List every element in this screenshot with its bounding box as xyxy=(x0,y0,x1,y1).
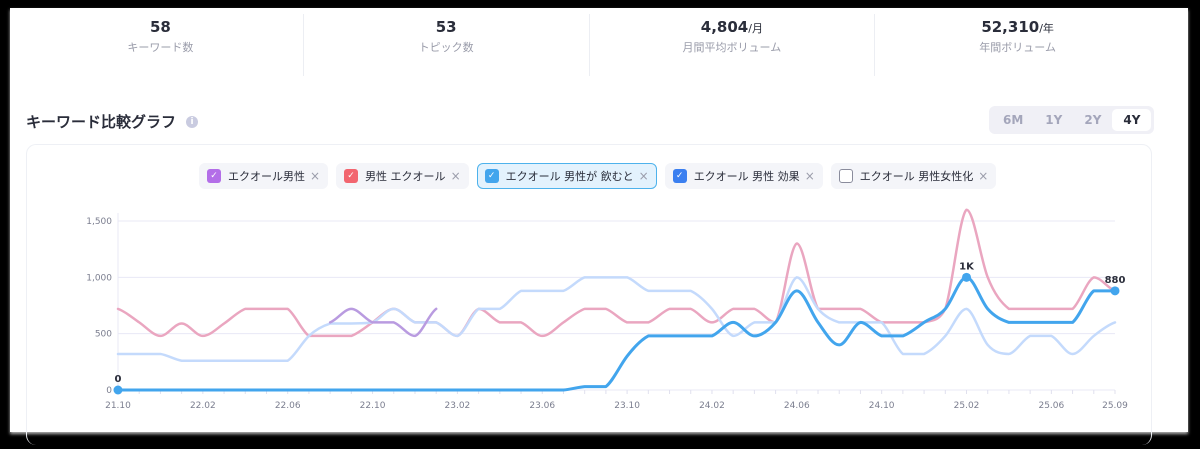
x-tick-label: 25.02 xyxy=(954,401,980,411)
stat-unit: /年 xyxy=(1039,22,1054,35)
y-tick-label: 1,000 xyxy=(86,273,112,283)
checkbox-checked-icon[interactable]: ✓ xyxy=(672,169,687,183)
x-tick-label: 23.10 xyxy=(614,401,640,411)
info-icon[interactable]: i xyxy=(186,115,199,128)
x-tick-label: 24.06 xyxy=(784,401,810,411)
x-tick-label: 24.02 xyxy=(699,401,725,411)
chart-title: キーワード比較グラフ xyxy=(26,113,177,131)
data-point[interactable] xyxy=(1110,286,1120,296)
x-tick-label: 25.09 xyxy=(1102,401,1128,411)
legend-label: エクオール男性 xyxy=(228,170,305,183)
series-line[interactable] xyxy=(116,208,1117,338)
chart-card xyxy=(26,144,1152,445)
y-tick-label: 500 xyxy=(95,330,112,340)
series-line[interactable] xyxy=(116,276,1117,362)
close-icon[interactable]: × xyxy=(450,169,461,183)
data-point-label: 0 xyxy=(115,374,122,385)
series-line[interactable] xyxy=(328,307,438,338)
checkbox-checked-icon[interactable]: ✓ xyxy=(207,169,221,183)
stat-topics: 53 トピック数 xyxy=(304,14,590,76)
tab-4y[interactable]: 4Y xyxy=(1112,109,1152,131)
legend-label: エクオール 男性 効果 xyxy=(693,170,800,183)
stats-bar: 58 キーワード数 53 トピック数 4,804/月 月間平均ボリューム 52,… xyxy=(18,14,1160,76)
y-tick-label: 1,500 xyxy=(86,217,112,227)
checkbox-unchecked-icon[interactable] xyxy=(838,169,853,183)
stat-unit: /月 xyxy=(748,22,763,35)
data-point-label: 1K xyxy=(959,261,975,272)
stat-keywords: 58 キーワード数 xyxy=(18,14,304,76)
close-icon[interactable]: × xyxy=(638,169,649,183)
stat-monthly-volume: 4,804/月 月間平均ボリューム xyxy=(590,14,876,76)
close-icon[interactable]: × xyxy=(310,169,321,183)
legend-chip-equol-men-feminization[interactable]: エクオール 男性女性化 × xyxy=(830,163,997,189)
legend-label: 男性 エクオール xyxy=(365,170,446,183)
x-tick-label: 23.06 xyxy=(529,401,555,411)
data-point[interactable] xyxy=(962,272,972,282)
x-tick-label: 21.10 xyxy=(105,401,131,411)
close-icon[interactable]: × xyxy=(804,169,815,183)
x-tick-label: 25.06 xyxy=(1038,401,1064,411)
x-tick-label: 22.06 xyxy=(275,401,301,411)
legend-chip-equol-men-drinking[interactable]: ✓ エクオール 男性が 飲むと × xyxy=(476,163,657,189)
x-tick-label: 24.10 xyxy=(869,401,895,411)
stat-value: 53 xyxy=(435,18,457,36)
legend-chip-men-equol[interactable]: ✓ 男性 エクオール × xyxy=(336,163,469,189)
close-icon[interactable]: × xyxy=(978,169,989,183)
tab-1y[interactable]: 1Y xyxy=(1045,113,1063,127)
checkbox-checked-icon[interactable]: ✓ xyxy=(484,169,499,183)
y-tick-label: 0 xyxy=(106,386,112,396)
data-point-label: 880 xyxy=(1105,275,1126,286)
legend-chip-equol-men[interactable]: ✓ エクオール男性 × xyxy=(199,163,329,189)
data-point[interactable] xyxy=(113,385,123,395)
stat-yearly-volume: 52,310/年 年間ボリューム xyxy=(875,14,1160,76)
tab-2y[interactable]: 2Y xyxy=(1084,113,1102,127)
series-line[interactable] xyxy=(116,275,1117,392)
stat-value: 52,310 xyxy=(981,18,1040,36)
legend-label: エクオール 男性女性化 xyxy=(859,170,974,183)
chart-legend: ✓ エクオール男性 × ✓ 男性 エクオール × ✓ エクオール 男性が 飲むと… xyxy=(199,163,997,189)
tab-6m[interactable]: 6M xyxy=(1003,113,1024,127)
stat-label: トピック数 xyxy=(418,41,474,54)
checkbox-checked-icon[interactable]: ✓ xyxy=(344,169,359,183)
stat-value: 58 xyxy=(149,18,171,36)
stat-label: キーワード数 xyxy=(127,41,194,54)
range-tabs: 6M 1Y 2Y 4Y xyxy=(989,106,1155,134)
stat-label: 年間ボリューム xyxy=(979,41,1056,54)
legend-label: エクオール 男性が 飲むと xyxy=(505,170,634,183)
x-tick-label: 22.10 xyxy=(360,401,386,411)
legend-chip-equol-men-effect[interactable]: ✓ エクオール 男性 効果 × xyxy=(664,163,823,189)
x-tick-label: 22.02 xyxy=(190,401,216,411)
section-title: キーワード比較グラフ i xyxy=(26,111,199,132)
stat-label: 月間平均ボリューム xyxy=(682,41,782,54)
stat-value: 4,804 xyxy=(700,18,749,36)
x-tick-label: 23.02 xyxy=(445,401,471,411)
